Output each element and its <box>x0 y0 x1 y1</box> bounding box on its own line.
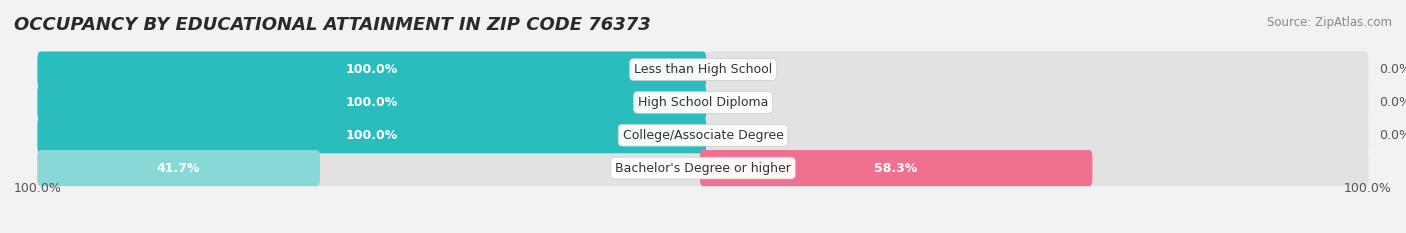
Text: Less than High School: Less than High School <box>634 63 772 76</box>
Text: High School Diploma: High School Diploma <box>638 96 768 109</box>
Text: 58.3%: 58.3% <box>875 161 918 175</box>
Text: 100.0%: 100.0% <box>346 96 398 109</box>
Text: Bachelor's Degree or higher: Bachelor's Degree or higher <box>614 161 792 175</box>
Text: 100.0%: 100.0% <box>346 63 398 76</box>
Text: 0.0%: 0.0% <box>1379 96 1406 109</box>
Text: 100.0%: 100.0% <box>346 129 398 142</box>
Text: 100.0%: 100.0% <box>14 182 62 195</box>
FancyBboxPatch shape <box>700 150 1092 186</box>
Text: 0.0%: 0.0% <box>1379 63 1406 76</box>
Text: Source: ZipAtlas.com: Source: ZipAtlas.com <box>1267 16 1392 29</box>
Text: 100.0%: 100.0% <box>1344 182 1392 195</box>
FancyBboxPatch shape <box>38 150 1368 186</box>
Text: 41.7%: 41.7% <box>157 161 201 175</box>
Text: 0.0%: 0.0% <box>1379 129 1406 142</box>
FancyBboxPatch shape <box>38 84 706 120</box>
Text: OCCUPANCY BY EDUCATIONAL ATTAINMENT IN ZIP CODE 76373: OCCUPANCY BY EDUCATIONAL ATTAINMENT IN Z… <box>14 16 651 34</box>
FancyBboxPatch shape <box>38 51 706 88</box>
FancyBboxPatch shape <box>38 117 706 153</box>
FancyBboxPatch shape <box>38 117 1368 153</box>
FancyBboxPatch shape <box>38 51 1368 88</box>
FancyBboxPatch shape <box>38 150 321 186</box>
FancyBboxPatch shape <box>38 84 1368 120</box>
Text: College/Associate Degree: College/Associate Degree <box>623 129 783 142</box>
